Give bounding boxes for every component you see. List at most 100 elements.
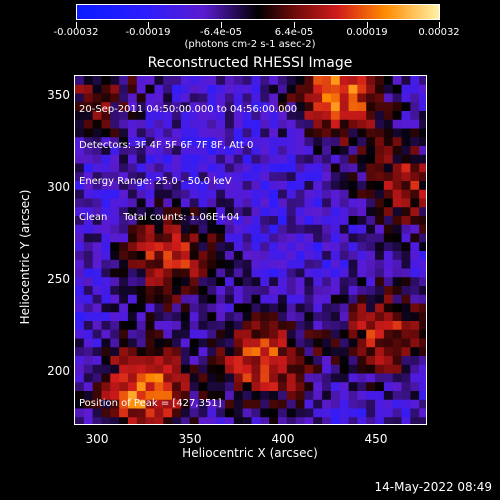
heatmap-cell [172, 84, 182, 94]
heatmap-cell [260, 84, 270, 94]
heatmap-cell [304, 286, 314, 296]
heatmap-cell [392, 181, 403, 191]
heatmap-cell [75, 321, 85, 331]
heatmap-cell [83, 154, 94, 164]
heatmap-cell [180, 391, 191, 401]
heatmap-cell [304, 417, 314, 424]
heatmap-cell [127, 163, 138, 173]
heatmap-cell [207, 154, 217, 164]
heatmap-cell [260, 391, 270, 401]
heatmap-cell [225, 207, 235, 217]
heatmap-cell [313, 172, 323, 182]
heatmap-cell [101, 102, 111, 112]
heatmap-cell [180, 76, 191, 86]
heatmap-cell [92, 356, 102, 366]
heatmap-cell [375, 93, 385, 103]
heatmap-cell [366, 251, 376, 261]
heatmap-cell [392, 259, 403, 269]
heatmap-cell [242, 417, 252, 424]
heatmap-cell [216, 93, 226, 103]
heatmap-cell [375, 181, 385, 191]
heatmap-cell [269, 207, 279, 217]
heatmap-cell [225, 163, 235, 173]
heatmap-cell [154, 76, 164, 86]
heatmap-cell [180, 189, 191, 199]
colorbar-label: 0.00019 [346, 27, 388, 38]
heatmap-cell [251, 163, 261, 173]
heatmap-cell [401, 391, 411, 401]
heatmap-cell [92, 382, 102, 392]
heatmap-cell [189, 119, 200, 129]
heatmap-cell [401, 268, 411, 278]
heatmap-cell [189, 312, 200, 322]
heatmap-cell [383, 111, 394, 121]
heatmap-cell [207, 338, 217, 348]
heatmap-cell [260, 303, 270, 313]
heatmap-cell [101, 303, 111, 313]
heatmap-cell [92, 347, 102, 357]
heatmap-cell [366, 338, 376, 348]
heatmap-cell [277, 172, 288, 182]
heatmap-cell [207, 172, 217, 182]
heatmap-cell [180, 163, 191, 173]
heatmap-cell [207, 242, 217, 252]
heatmap-cell [145, 111, 155, 121]
heatmap-cell [163, 233, 173, 243]
heatmap-cell [357, 286, 367, 296]
heatmap-cell [366, 417, 376, 424]
heatmap-cell [127, 102, 138, 112]
heatmap-cell [366, 137, 376, 147]
heatmap-cell [127, 251, 138, 261]
heatmap-cell [225, 242, 235, 252]
heatmap-cell [339, 128, 350, 138]
heatmap-cell [136, 119, 147, 129]
heatmap-cell [163, 294, 173, 304]
heatmap-cell [216, 242, 226, 252]
heatmap-cell [189, 347, 200, 357]
heatmap-cell [348, 312, 358, 322]
heatmap-cell [163, 303, 173, 313]
heatmap-cell [119, 137, 129, 147]
heatmap-cell [383, 128, 394, 138]
heatmap-cell [83, 364, 94, 374]
heatmap-cell [260, 216, 270, 226]
heatmap-cell [216, 216, 226, 226]
heatmap-cell [392, 391, 403, 401]
heatmap-cell [313, 111, 323, 121]
heatmap-cell [145, 268, 155, 278]
heatmap-cell [260, 111, 270, 121]
heatmap-cell [339, 137, 350, 147]
heatmap-cell [119, 286, 129, 296]
heatmap-cell [392, 347, 403, 357]
heatmap-cell [392, 321, 403, 331]
heatmap-cell [75, 224, 85, 234]
heatmap-cell [269, 251, 279, 261]
heatmap-cell [101, 251, 111, 261]
heatmap-cell [207, 312, 217, 322]
heatmap-cell [225, 128, 235, 138]
heatmap-cell [127, 364, 138, 374]
heatmap-cell [119, 373, 129, 383]
heatmap-cell [322, 93, 332, 103]
heatmap-cell [198, 198, 208, 208]
heatmap-cell [383, 119, 394, 129]
heatmap-cell [119, 364, 129, 374]
heatmap-cell [348, 172, 358, 182]
heatmap-cell [189, 154, 200, 164]
heatmap-cell [110, 373, 120, 383]
heatmap-cell [330, 373, 341, 383]
heatmap-cell [348, 242, 358, 252]
heatmap-cell [375, 382, 385, 392]
heatmap-cell [313, 259, 323, 269]
heatmap-cell [322, 303, 332, 313]
heatmap-cell [189, 321, 200, 331]
heatmap-cell [101, 329, 111, 339]
heatmap-cell [163, 216, 173, 226]
heatmap-cell [75, 312, 85, 322]
annotation-line: Detectors: 3F 4F 5F 6F 7F 8F, Att 0 [79, 140, 254, 151]
heatmap-cell [348, 76, 358, 86]
heatmap-cell [119, 399, 129, 409]
heatmap-cell [392, 119, 403, 129]
heatmap-cell [198, 119, 208, 129]
heatmap-cell [251, 268, 261, 278]
